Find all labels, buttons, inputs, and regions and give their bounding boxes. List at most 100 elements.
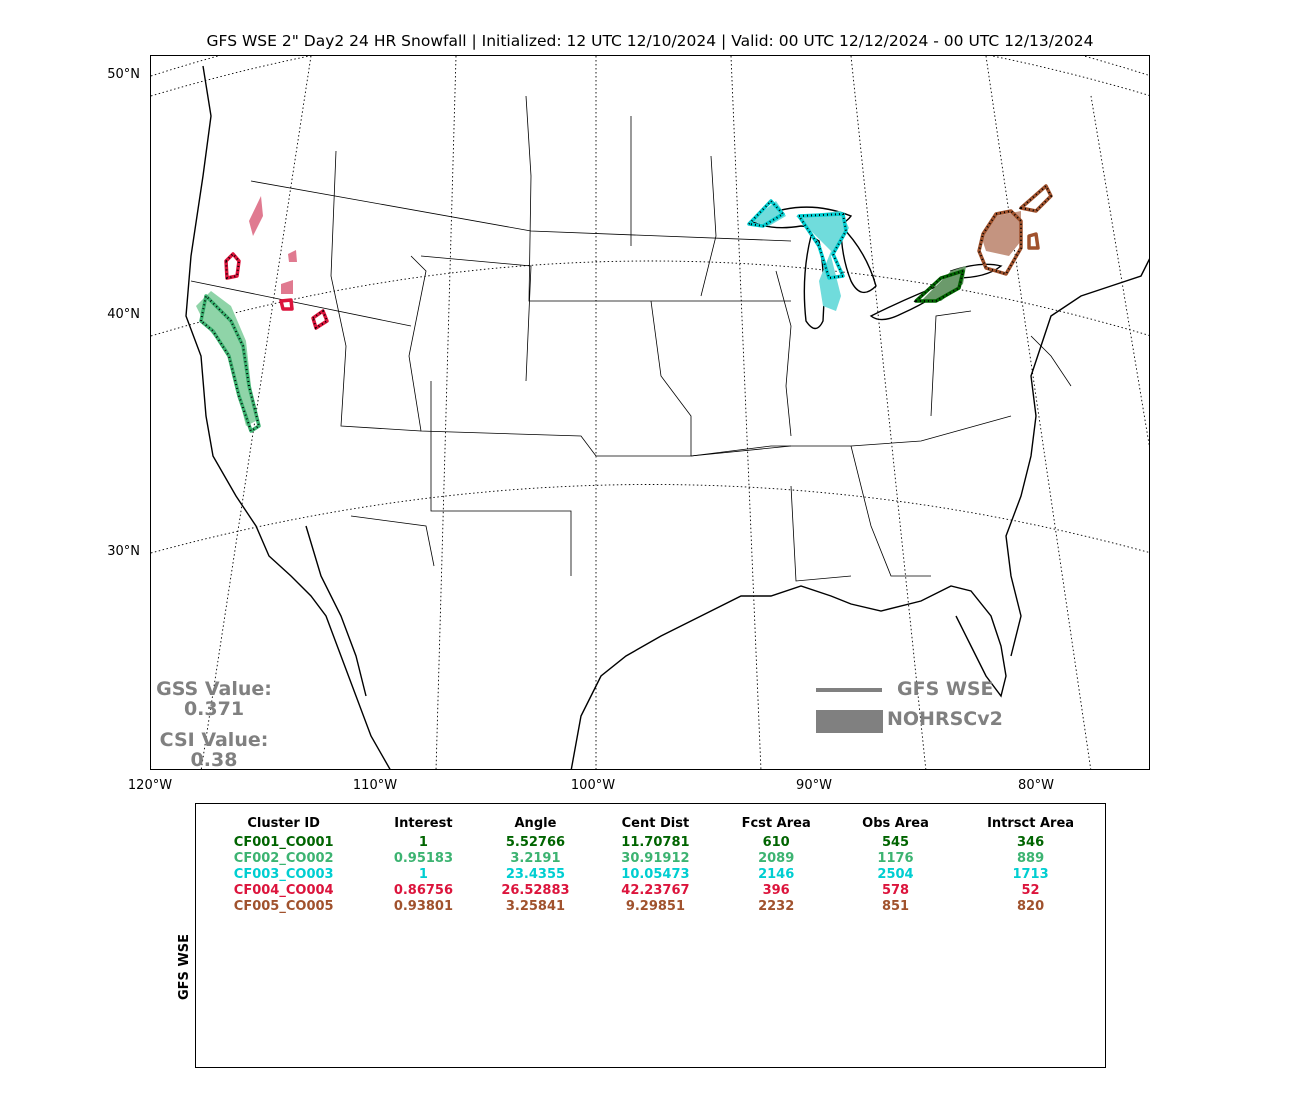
table-cell: CF004_CO004 xyxy=(233,883,334,898)
forecast-cf002 xyxy=(199,294,261,433)
lat-label-40: 40°N xyxy=(107,307,140,322)
gss-label: GSS Value: xyxy=(156,678,272,700)
table-row: CF003_CO003 1 23.4355 10.05473 2146 2504 1713 xyxy=(196,867,1107,883)
lat-label-30: 30°N xyxy=(107,544,140,559)
table-cell: 9.29851 xyxy=(625,899,686,914)
great-lake-ontario xyxy=(949,263,1003,279)
west-coast xyxy=(185,65,391,769)
csi-label: CSI Value: xyxy=(159,729,269,751)
lat-line-50 xyxy=(151,56,1149,97)
table-cell: 42.23767 xyxy=(621,883,690,898)
table-cell: 578 xyxy=(881,883,910,898)
lon-label-80: 80°W xyxy=(1018,778,1054,793)
table-cell: 52 xyxy=(1021,883,1040,898)
table-cell: 851 xyxy=(881,899,910,914)
forecast-objects xyxy=(199,184,1053,433)
table-cell: 3.25841 xyxy=(505,899,566,914)
chart-title: GFS WSE 2" Day2 24 HR Snowfall | Initial… xyxy=(206,32,1094,50)
table-row: CF001_CO001 1 5.52766 11.70781 610 545 346 xyxy=(196,835,1107,851)
observed-objects xyxy=(196,196,1021,426)
table-cell: 26.52883 xyxy=(501,883,570,898)
lon-label-120: 120°W xyxy=(127,778,173,793)
lon-line-80 xyxy=(1090,95,1149,447)
lon-line-85 xyxy=(985,56,1092,769)
table-cell: 0.86756 xyxy=(393,883,454,898)
lon-line-110 xyxy=(200,56,312,769)
lon-label-100: 100°W xyxy=(570,778,616,793)
legend-forecast-label: GFS WSE xyxy=(897,678,994,700)
col-interest: Interest xyxy=(394,816,453,831)
table-cell: CF001_CO001 xyxy=(233,835,334,850)
col-cent-dist: Cent Dist xyxy=(621,816,690,831)
legend-observed-label: NOHRSCv2 xyxy=(887,708,1003,730)
observed-cf004a xyxy=(249,196,263,236)
table-cell: 2504 xyxy=(877,867,914,882)
forecast-cf003a xyxy=(747,199,785,228)
table-cell: 1 xyxy=(418,835,428,850)
map-panel xyxy=(150,55,1150,770)
gulf-coast xyxy=(570,585,1007,769)
table-header-row: Cluster ID Interest Angle Cent Dist Fcst… xyxy=(196,815,1107,835)
stats-table: Cluster ID Interest Angle Cent Dist Fcst… xyxy=(196,815,1107,915)
observed-cf002 xyxy=(196,291,256,426)
state-borders xyxy=(190,95,1072,582)
forecast-dot-overlay xyxy=(199,184,1053,433)
table-cell: 545 xyxy=(881,835,910,850)
table-cell: 1713 xyxy=(1012,867,1049,882)
forecast-cf003b xyxy=(797,212,848,280)
forecast-cf005c xyxy=(1027,232,1040,250)
map-svg xyxy=(151,56,1149,769)
table-cell: 346 xyxy=(1016,835,1045,850)
lat-label-50: 50°N xyxy=(107,67,140,82)
stats-table-panel: Cluster ID Interest Angle Cent Dist Fcst… xyxy=(195,803,1106,1068)
table-cell: 820 xyxy=(1016,899,1045,914)
observed-cf003b xyxy=(796,211,849,311)
csi-value: 0.38 xyxy=(190,749,238,771)
col-cluster-id: Cluster ID xyxy=(247,816,320,831)
col-fcst-area: Fcst Area xyxy=(741,816,811,831)
lon-label-110: 110°W xyxy=(352,778,398,793)
table-cell: 30.91912 xyxy=(621,851,690,866)
table-body: CF001_CO001 1 5.52766 11.70781 610 545 346 CF00… xyxy=(196,835,1107,915)
table-cell: CF002_CO002 xyxy=(233,851,334,866)
lon-line-95 xyxy=(730,56,762,769)
table-row: CF005_CO005 0.93801 3.25841 9.29851 2232 851 8… xyxy=(196,899,1107,915)
table-cell: 5.52766 xyxy=(505,835,566,850)
col-intrsct-area: Intrsct Area xyxy=(987,816,1075,831)
table-cell: 10.05473 xyxy=(621,867,690,882)
lon-line-90 xyxy=(850,56,927,769)
table-row: CF004_CO004 0.86756 26.52883 42.23767 396 578… xyxy=(196,883,1107,899)
gss-value: 0.371 xyxy=(183,698,245,720)
lat-line-near-50b xyxy=(151,56,1149,77)
lon-line-105 xyxy=(435,56,457,769)
col-obs-area: Obs Area xyxy=(862,816,929,831)
table-cell: 2089 xyxy=(758,851,795,866)
table-side-label: GFS WSE xyxy=(177,933,192,1000)
table-cell: 23.4355 xyxy=(505,867,566,882)
great-lake-huron xyxy=(840,224,877,294)
table-cell: 2232 xyxy=(758,899,795,914)
table-cell: 3.2191 xyxy=(510,851,561,866)
table-cell: 0.93801 xyxy=(393,899,454,914)
table-cell: 0.95183 xyxy=(393,851,454,866)
east-coast xyxy=(1005,258,1149,657)
table-cell: CF005_CO005 xyxy=(233,899,334,914)
coastlines xyxy=(185,65,1149,769)
table-cell: 1176 xyxy=(877,851,914,866)
table-row: CF002_CO002 0.95183 3.2191 30.91912 2089 1176… xyxy=(196,851,1107,867)
mexico-baja xyxy=(305,525,367,697)
table-cell: 396 xyxy=(762,883,790,898)
observed-cf005 xyxy=(981,211,1021,256)
lon-label-90: 90°W xyxy=(796,778,832,793)
forecast-cf005b xyxy=(1019,184,1053,213)
observed-cf004b xyxy=(288,250,297,262)
col-angle: Angle xyxy=(514,816,557,831)
observed-cf004c xyxy=(281,280,293,294)
table-cell: 2146 xyxy=(758,867,795,882)
table-cell: 889 xyxy=(1016,851,1045,866)
table-cell: 610 xyxy=(762,835,790,850)
forecast-cf004c xyxy=(279,298,294,311)
table-cell: 11.70781 xyxy=(621,835,690,850)
lat-line-30 xyxy=(151,484,1149,554)
table-cell: CF003_CO003 xyxy=(233,867,334,882)
